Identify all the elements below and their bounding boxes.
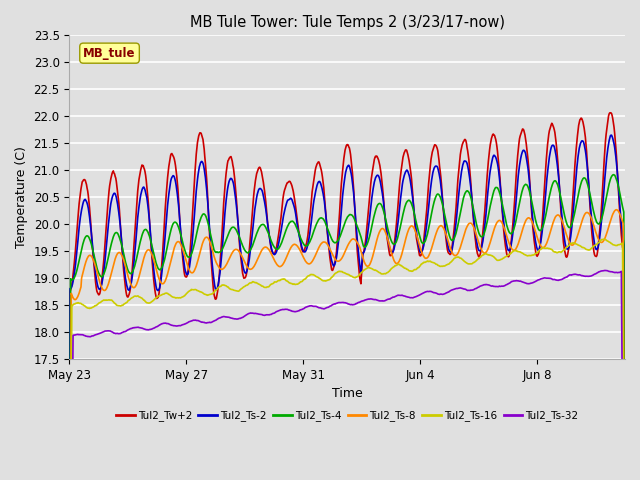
Text: MB_tule: MB_tule: [83, 47, 136, 60]
Y-axis label: Temperature (C): Temperature (C): [15, 146, 28, 248]
X-axis label: Time: Time: [332, 387, 363, 400]
Legend: Tul2_Tw+2, Tul2_Ts-2, Tul2_Ts-4, Tul2_Ts-8, Tul2_Ts-16, Tul2_Ts-32: Tul2_Tw+2, Tul2_Ts-2, Tul2_Ts-4, Tul2_Ts…: [112, 406, 582, 425]
Title: MB Tule Tower: Tule Temps 2 (3/23/17-now): MB Tule Tower: Tule Temps 2 (3/23/17-now…: [189, 15, 505, 30]
